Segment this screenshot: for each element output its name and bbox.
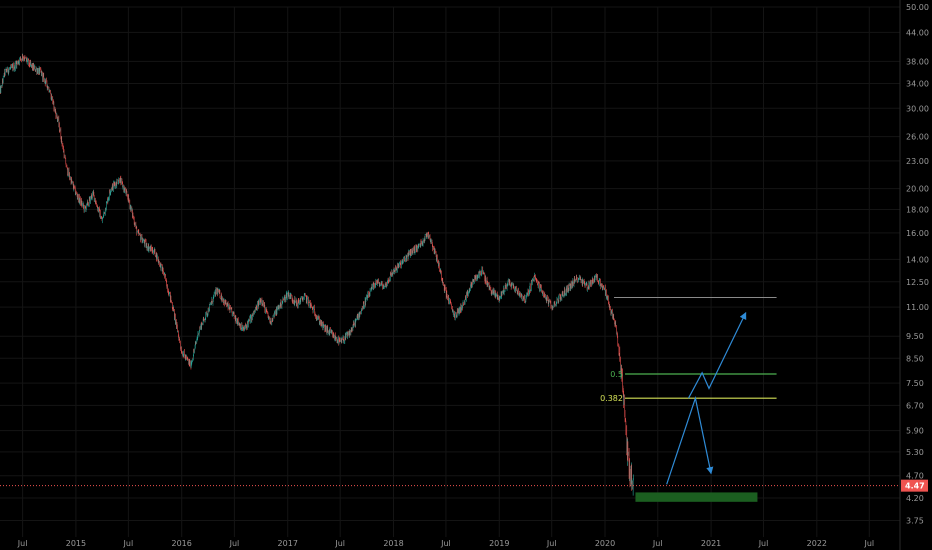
y-tick-label: 5.90 <box>906 427 924 436</box>
x-tick-label: Jul <box>123 539 134 548</box>
y-tick-label: 12.50 <box>906 278 929 287</box>
time-axis[interactable]: Jul 2015 Jul 2016 Jul 2017 Jul 2018 Jul 2019 Jul 20… <box>17 539 874 548</box>
fib-level-label: 0.5 <box>610 370 623 379</box>
x-tick-label: 2016 <box>172 539 192 548</box>
support-zone[interactable] <box>635 492 758 502</box>
y-tick-label: 6.70 <box>906 401 924 410</box>
y-tick-label: 44.00 <box>906 28 929 37</box>
y-tick-label: 30.00 <box>906 104 929 113</box>
x-tick-label: Jul <box>440 539 451 548</box>
current-price-tag <box>901 479 928 492</box>
fib-level-label: 0.382 <box>600 394 623 403</box>
y-tick-label: 18.00 <box>906 206 929 215</box>
y-tick-label: 50.00 <box>906 3 929 12</box>
x-tick-label: Jul <box>863 539 874 548</box>
x-tick-label: 2022 <box>807 539 827 548</box>
x-tick-label: Jul <box>229 539 240 548</box>
x-tick-label: Jul <box>652 539 663 548</box>
y-tick-label: 20.00 <box>906 185 929 194</box>
y-tick-label: 3.75 <box>906 516 924 525</box>
x-tick-label: 2017 <box>278 539 298 548</box>
y-tick-label: 16.00 <box>906 229 929 238</box>
projection-arrow-down[interactable] <box>666 395 714 485</box>
x-tick-label: 2021 <box>701 539 721 548</box>
y-tick-label: 14.00 <box>906 255 929 264</box>
projection-arrow-up[interactable] <box>687 311 747 399</box>
y-tick-label: 7.50 <box>906 379 924 388</box>
y-tick-label: 23.00 <box>906 157 929 166</box>
y-tick-label: 34.00 <box>906 79 929 88</box>
x-tick-label: Jul <box>546 539 557 548</box>
y-tick-label: 9.50 <box>906 332 924 341</box>
x-tick-label: 2015 <box>66 539 86 548</box>
x-tick-label: Jul <box>17 539 28 548</box>
y-tick-label: 4.20 <box>906 494 924 503</box>
y-tick-label: 11.00 <box>906 303 929 312</box>
y-tick-label: 26.00 <box>906 133 929 142</box>
x-tick-label: 2019 <box>489 539 509 548</box>
current-price-label: 4.47 <box>905 482 925 491</box>
y-tick-label: 8.50 <box>906 354 924 363</box>
y-tick-label: 5.30 <box>906 448 924 457</box>
candles <box>0 53 634 496</box>
x-tick-label: Jul <box>334 539 345 548</box>
drawings: 0.5 0.382 <box>0 296 900 502</box>
y-tick-label: 4.70 <box>906 472 924 481</box>
x-tick-label: 2018 <box>383 539 403 548</box>
x-tick-label: 2020 <box>595 539 615 548</box>
x-tick-label: Jul <box>758 539 769 548</box>
price-axis[interactable]: 50.00 44.00 38.00 34.00 30.00 26.00 23.00 20.00… <box>899 0 929 550</box>
y-tick-label: 38.00 <box>906 57 929 66</box>
